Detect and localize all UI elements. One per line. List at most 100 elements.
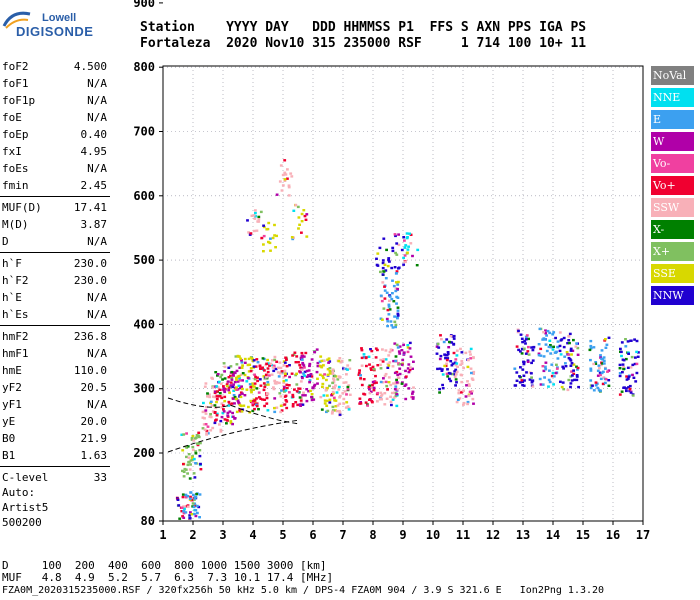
echo-point xyxy=(226,419,229,422)
echo-point xyxy=(305,375,309,378)
echo-point xyxy=(232,394,236,397)
echo-point xyxy=(192,439,196,442)
param-value: N/A xyxy=(87,162,107,175)
echo-point xyxy=(281,173,285,177)
echo-point xyxy=(318,364,322,368)
param-label: hmF2 xyxy=(2,330,29,343)
param-label: fmin xyxy=(2,179,29,192)
echo-point xyxy=(294,401,298,404)
echo-point xyxy=(404,375,408,378)
echo-point xyxy=(576,368,579,371)
echo-point xyxy=(393,266,397,269)
echo-point xyxy=(561,381,565,384)
echo-point xyxy=(230,378,234,381)
echo-point xyxy=(364,401,368,404)
echo-point xyxy=(568,341,571,345)
echo-point xyxy=(322,376,325,380)
echo-point xyxy=(387,258,390,262)
echo-point xyxy=(284,372,287,375)
echo-point xyxy=(262,225,266,229)
echo-point xyxy=(275,406,279,409)
echo-point xyxy=(379,358,383,362)
echo-point xyxy=(398,345,402,348)
echo-point xyxy=(275,360,279,363)
param-value: 230.0 xyxy=(73,257,107,270)
echo-point xyxy=(302,391,305,394)
x-tick-label: 1 xyxy=(159,528,166,542)
echo-point xyxy=(243,361,247,364)
echo-point xyxy=(621,371,624,374)
echo-point xyxy=(266,358,269,362)
echo-point xyxy=(544,329,547,332)
echo-point xyxy=(624,387,628,390)
echo-point xyxy=(339,361,343,364)
echo-point xyxy=(236,380,240,383)
echo-point xyxy=(446,351,450,354)
echo-point xyxy=(398,372,402,376)
echo-point xyxy=(180,510,184,513)
echo-point xyxy=(324,389,328,392)
echo-point xyxy=(214,406,218,410)
echo-point xyxy=(254,211,257,215)
y-tick-label: 800 xyxy=(133,60,155,74)
echo-point xyxy=(406,251,409,254)
echo-point xyxy=(446,368,449,371)
echo-point xyxy=(381,261,385,265)
echo-point xyxy=(215,385,219,388)
param-row: foEp 0.40 xyxy=(2,126,107,143)
echo-point xyxy=(310,358,314,361)
echo-point xyxy=(316,377,319,380)
echo-point xyxy=(454,384,457,387)
param-row: h`F2 230.0 xyxy=(2,272,107,289)
echo-point xyxy=(525,334,529,337)
param-separator xyxy=(0,196,110,197)
echo-point xyxy=(236,399,240,402)
echo-point xyxy=(348,359,352,362)
echo-point xyxy=(387,257,391,260)
echo-point xyxy=(381,348,384,351)
echo-point xyxy=(273,234,276,237)
echo-point xyxy=(391,246,395,250)
echo-point xyxy=(558,349,562,353)
echo-point xyxy=(328,372,332,375)
echo-point xyxy=(299,399,303,402)
echo-point xyxy=(249,388,253,392)
echo-point xyxy=(620,354,623,358)
param-label: hmE xyxy=(2,364,22,377)
echo-point xyxy=(620,350,623,354)
echo-point xyxy=(383,263,387,266)
echo-point xyxy=(394,355,398,358)
echo-point xyxy=(222,387,226,390)
echo-point xyxy=(279,404,283,407)
echo-point xyxy=(408,347,412,350)
echo-point xyxy=(378,246,382,250)
echo-point xyxy=(209,415,213,419)
y-tick-label: 200 xyxy=(133,446,155,460)
echo-point xyxy=(227,376,231,379)
echo-point xyxy=(303,370,307,374)
echo-point xyxy=(227,404,231,407)
echo-point xyxy=(279,164,283,167)
echo-point xyxy=(255,403,258,406)
echo-point xyxy=(308,381,311,384)
echo-point xyxy=(253,402,257,405)
echo-point xyxy=(568,358,572,361)
echo-point xyxy=(389,383,393,387)
echo-point xyxy=(342,381,346,384)
echo-point xyxy=(398,367,402,370)
echo-point xyxy=(265,362,268,365)
echo-point xyxy=(181,469,184,473)
echo-point xyxy=(397,280,400,284)
echo-point xyxy=(214,390,217,393)
echo-point xyxy=(298,403,302,406)
echo-point xyxy=(187,456,191,459)
echo-point xyxy=(598,366,601,370)
echo-point xyxy=(282,364,286,367)
echo-point xyxy=(468,384,471,387)
param-row: C-level 33 xyxy=(2,469,107,486)
echo-point xyxy=(345,373,348,376)
echo-point xyxy=(525,371,528,374)
y-tick-label: 700 xyxy=(133,125,155,139)
echo-point xyxy=(184,511,188,514)
echo-point xyxy=(194,514,198,518)
